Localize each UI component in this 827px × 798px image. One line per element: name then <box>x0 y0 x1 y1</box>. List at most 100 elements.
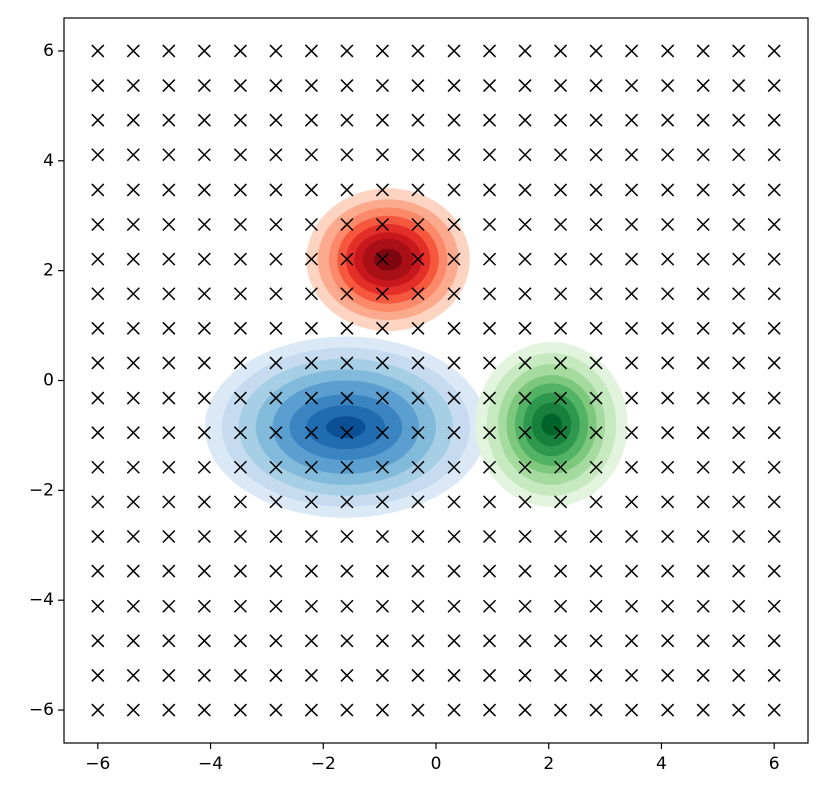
grid-marker <box>732 599 746 613</box>
grid-marker <box>197 495 211 509</box>
grid-marker <box>233 148 247 162</box>
density-level <box>374 248 403 271</box>
grid-marker <box>233 495 247 509</box>
grid-marker <box>304 564 318 578</box>
grid-marker <box>411 321 425 335</box>
grid-marker <box>233 564 247 578</box>
grid-marker <box>732 703 746 717</box>
grid-marker <box>589 426 603 440</box>
grid-marker <box>126 148 140 162</box>
grid-marker <box>411 356 425 370</box>
grid-marker <box>233 356 247 370</box>
grid-marker <box>732 495 746 509</box>
grid-marker <box>696 426 710 440</box>
grid-marker <box>269 113 283 127</box>
grid-marker <box>447 321 461 335</box>
grid-marker <box>589 183 603 197</box>
grid-marker <box>269 252 283 266</box>
grid-marker <box>126 356 140 370</box>
grid-marker <box>625 356 639 370</box>
grid-marker <box>554 79 568 93</box>
grid-marker <box>304 703 318 717</box>
x-tick-label: 4 <box>656 754 667 774</box>
grid-marker <box>554 668 568 682</box>
grid-marker <box>197 321 211 335</box>
grid-marker <box>767 44 781 58</box>
grid-marker <box>696 148 710 162</box>
grid-marker <box>162 356 176 370</box>
grid-marker <box>126 495 140 509</box>
grid-marker <box>304 495 318 509</box>
grid-marker <box>162 460 176 474</box>
grid-marker <box>91 321 105 335</box>
grid-marker <box>518 356 532 370</box>
grid-marker <box>518 217 532 232</box>
grid-marker <box>162 495 176 509</box>
grid-marker <box>269 44 283 58</box>
grid-marker <box>91 668 105 682</box>
grid-marker <box>233 79 247 93</box>
grid-marker <box>767 79 781 93</box>
grid-marker <box>447 113 461 127</box>
grid-marker <box>411 217 425 232</box>
grid-marker <box>411 564 425 578</box>
grid-marker <box>589 287 603 301</box>
grid-marker <box>447 634 461 648</box>
grid-marker <box>375 599 389 613</box>
grid-marker <box>554 287 568 301</box>
grid-marker <box>269 634 283 648</box>
grid-marker <box>375 79 389 93</box>
grid-marker <box>304 599 318 613</box>
grid-marker <box>162 44 176 58</box>
grid-marker <box>233 113 247 127</box>
grid-marker <box>661 252 675 266</box>
grid-marker <box>483 217 497 232</box>
grid-marker <box>162 252 176 266</box>
grid-marker <box>375 460 389 474</box>
grid-marker <box>518 634 532 648</box>
grid-marker <box>340 44 354 58</box>
grid-marker <box>197 460 211 474</box>
grid-marker <box>661 321 675 335</box>
grid-marker <box>483 148 497 162</box>
grid-marker <box>197 391 211 405</box>
grid-marker <box>162 321 176 335</box>
grid-marker <box>340 287 354 301</box>
grid-marker <box>554 321 568 335</box>
grid-marker <box>126 564 140 578</box>
grid-marker <box>340 252 354 266</box>
grid-marker <box>767 703 781 717</box>
grid-marker <box>767 287 781 301</box>
grid-marker <box>340 113 354 127</box>
grid-marker <box>304 668 318 682</box>
grid-marker <box>447 252 461 266</box>
grid-marker <box>661 529 675 544</box>
grid-marker <box>269 564 283 578</box>
grid-marker <box>767 113 781 127</box>
grid-marker <box>661 391 675 405</box>
grid-marker <box>411 495 425 509</box>
grid-marker <box>625 460 639 474</box>
grid-marker <box>197 44 211 58</box>
x-tick-label: −2 <box>311 754 336 774</box>
grid-marker <box>518 426 532 440</box>
grid-marker <box>589 668 603 682</box>
density-level <box>541 413 562 436</box>
grid-marker <box>269 183 283 197</box>
grid-marker <box>625 287 639 301</box>
grid-marker <box>91 148 105 162</box>
grid-marker <box>304 148 318 162</box>
grid-marker <box>304 183 318 197</box>
grid-marker <box>411 460 425 474</box>
grid-marker <box>661 287 675 301</box>
grid-marker <box>661 599 675 613</box>
grid-marker <box>269 321 283 335</box>
grid-marker <box>589 356 603 370</box>
grid-marker <box>447 460 461 474</box>
grid-marker <box>589 113 603 127</box>
grid-marker <box>126 529 140 544</box>
grid-marker <box>304 426 318 440</box>
grid-marker <box>554 217 568 232</box>
grid-marker <box>625 391 639 405</box>
